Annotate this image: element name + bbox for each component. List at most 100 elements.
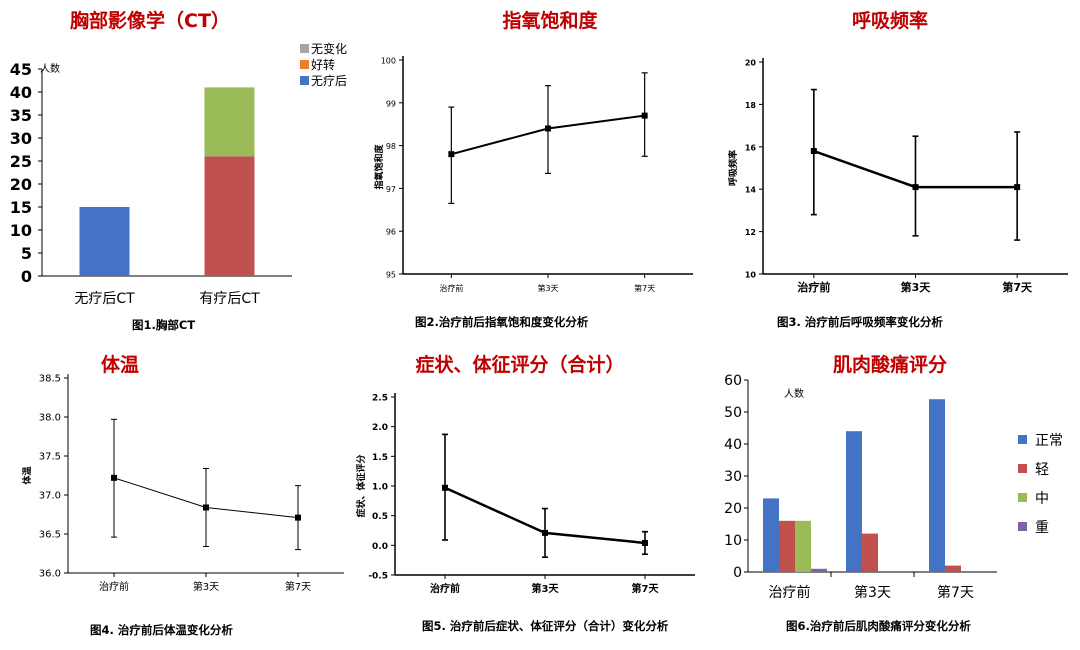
y-tick-label: 50 [724,405,742,421]
y-tick-label: 20 [745,59,757,68]
x-tick-label: 无疗后CT [74,291,135,307]
data-point [448,151,455,158]
y-tick-label: 30 [724,469,742,485]
y-tick-label: 25 [10,152,32,171]
y-tick-label: -0.5 [368,572,388,582]
legend-swatch [300,60,309,69]
legend-label: 无变化 [311,41,347,56]
y-tick-label: 10 [10,221,32,240]
data-point [203,504,209,511]
data-point [295,514,301,521]
bar-轻 [862,533,878,572]
y-axis-label: 症状、体征评分 [355,454,367,517]
x-tick-label: 治疗前 [439,283,463,293]
y-tick-label: 40 [10,83,32,102]
y-tick-label: 2.5 [372,394,388,404]
chart-caption: 图3. 治疗前后呼吸频率变化分析 [777,315,943,329]
panel-respiratory-rate: 呼吸频率 10 12 14 16 18 20 治疗前 第3天 第7天 呼吸频率 图3. 治疗前后呼… [720,0,1080,340]
chart-symptom-score: -0.5 0.0 0.5 1.0 1.5 2.0 2.5 治疗前 第3天 第7天 症状、体征评分 [355,393,695,595]
y-tick-label: 35 [10,106,32,125]
y-tick-label: 12 [745,228,756,237]
y-tick-label: 100 [381,57,396,66]
data-point [111,474,117,481]
data-point [542,529,548,536]
x-tick-label: 第3天 [537,283,558,293]
x-tick-label: 有疗后CT [199,291,260,307]
data-point [545,125,551,132]
chart-title: 胸部影像学（CT） [70,10,230,32]
bar-重 [811,568,827,572]
y-tick-label: 40 [724,437,742,453]
chart-title: 体温 [100,354,139,376]
legend-swatch [1018,493,1027,502]
bar-正常 [846,431,862,572]
y-tick-label: 95 [386,271,396,280]
y-tick-label: 96 [386,228,396,237]
chart-caption: 图2.治疗前后指氧饱和度变化分析 [415,315,589,329]
legend-label: 正常 [1035,433,1063,449]
legend-swatch [1018,522,1027,531]
legend-swatch [300,76,309,85]
y-tick-label: 10 [724,533,742,549]
y-tick-label: 20 [724,501,742,517]
chart-title: 呼吸频率 [851,10,928,32]
chart-caption: 图1.胸部CT [132,318,196,332]
y-tick-label: 97 [386,185,396,194]
panel-symptom-score: 症状、体征评分（合计） -0.5 0.0 0.5 1.0 1.5 2.0 2.5 治疗前 第3天… [355,340,720,650]
x-tick-label: 第3天 [854,584,891,601]
y-tick-label: 0 [21,267,32,286]
y-tick-label: 0 [733,565,742,581]
y-tick-label: 60 [724,373,742,389]
chart-title: 症状、体征评分（合计） [415,354,625,376]
legend-swatch [1018,464,1027,473]
chart-caption: 图4. 治疗前后体温变化分析 [90,623,233,637]
y-tick-label: 18 [745,101,757,110]
legend-label: 无疗后 [311,74,347,88]
x-tick-label: 第7天 [1002,280,1033,294]
bar-正常 [929,399,945,572]
y-axis-label: 指氧饱和度 [373,144,385,190]
x-tick-label: 治疗前 [797,280,830,294]
panel-muscle-ache-score: 肌肉酸痛评分 0 10 20 30 40 50 60 人数 治疗前 第3天 第7天 正常轻中重 图6.… [720,340,1080,650]
data-point [642,539,648,546]
chart-title: 肌肉酸痛评分 [832,354,947,376]
legend-label: 轻 [1035,462,1049,478]
legend-swatch [1018,435,1027,444]
y-tick-label: 30 [10,129,32,148]
legend-label: 中 [1035,491,1049,507]
bar-中 [795,520,811,572]
x-tick-label: 第3天 [532,582,560,595]
data-point [641,112,648,119]
bar-轻 [779,520,795,572]
panel-body-temperature: 体温 36.0 36.5 37.0 37.5 38.0 38.5 治疗前 第3天 第7天 体温 图… [0,340,360,650]
y-tick-label: 10 [745,271,757,280]
chart-spo2: 95 96 97 98 99 100 治疗前 第3天 第7天 指氧饱和度 [373,56,693,293]
y-tick-label: 36.5 [39,530,61,541]
x-tick-label: 治疗前 [769,584,811,601]
bar-无变化 [204,87,255,157]
y-tick-label: 14 [745,186,757,195]
panel-chest-ct: 胸部影像学（CT） 0 5 10 15 20 25 30 35 40 45 人数 无疗后CT 有疗后CT… [0,0,360,340]
y-tick-label: 1.0 [372,483,388,493]
data-point [442,484,448,491]
y-tick-label: 20 [10,175,32,194]
chart-caption: 图6.治疗前后肌肉酸痛评分变化分析 [786,619,971,633]
x-tick-label: 第3天 [901,280,932,294]
y-tick-label: 16 [745,143,757,152]
y-tick-label: 37.5 [39,452,61,463]
panel-spo2: 指氧饱和度 95 96 97 98 99 100 治疗前 第3天 第7天 指氧饱和度 图2.治疗前… [360,0,720,340]
x-tick-label: 第7天 [634,283,655,293]
x-tick-label: 治疗前 [99,580,129,593]
y-tick-label: 15 [10,198,32,217]
x-tick-label: 第7天 [632,582,660,595]
y-tick-label: 99 [386,99,396,108]
data-point [810,148,817,155]
y-axis-label: 人数 [784,387,804,400]
y-tick-label: 5 [21,244,32,263]
bar-正常 [763,498,779,572]
x-tick-label: 第7天 [937,584,974,601]
bar-轻 [945,565,961,572]
chart-body-temperature: 36.0 36.5 37.0 37.5 38.0 38.5 治疗前 第3天 第7天 体温 [21,374,344,593]
